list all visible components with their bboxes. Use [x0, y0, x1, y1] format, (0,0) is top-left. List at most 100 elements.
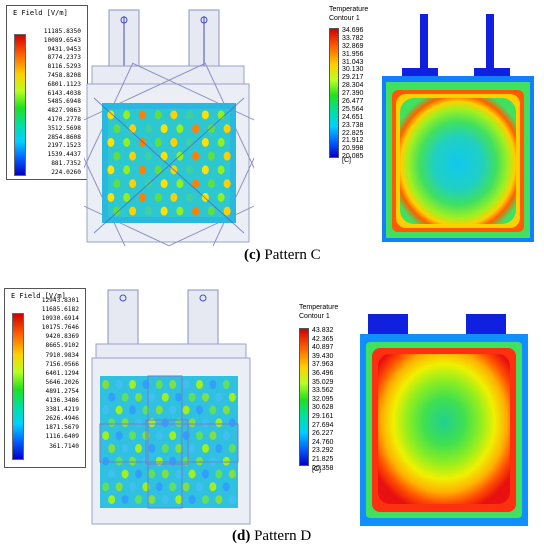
field-hotspot	[222, 482, 230, 492]
field-hotspot	[186, 110, 194, 120]
field-hotspot	[228, 469, 236, 479]
legend-value: 20.358	[312, 464, 334, 472]
legend-value: 7156.0566	[45, 360, 79, 368]
temp-colorbar	[329, 28, 339, 158]
field-hotspot	[170, 110, 178, 120]
field-hotspot	[102, 482, 110, 492]
field-hotspot	[201, 165, 209, 175]
legend-value: 39.430	[312, 352, 334, 360]
temp-legend-subtitle: Contour 1	[299, 313, 330, 320]
caption-c-text: Pattern C	[260, 247, 321, 263]
efield-colorbar	[14, 34, 26, 176]
field-hotspot	[209, 405, 217, 415]
field-hotspot	[222, 431, 230, 441]
temp-plot-c-svg	[382, 14, 534, 242]
legend-value: 4136.3486	[45, 397, 79, 405]
field-hotspot	[188, 418, 196, 428]
legend-value: 24.651	[342, 113, 364, 121]
legend-value: 36.496	[312, 369, 334, 377]
field-hotspot	[223, 124, 231, 134]
field-hotspot	[209, 482, 217, 492]
field-hotspot	[182, 482, 190, 492]
field-hotspot	[196, 456, 203, 466]
field-hotspot	[175, 495, 183, 505]
field-hotspot	[144, 151, 152, 161]
field-hotspot	[138, 110, 146, 120]
field-hotspot	[182, 431, 190, 441]
legend-value: 4891.2754	[45, 387, 79, 395]
legend-value: 11685.6182	[41, 306, 79, 314]
field-hotspot	[192, 206, 200, 216]
field-hotspot	[135, 495, 142, 505]
temp-legend-unit: [C]	[312, 466, 321, 473]
legend-value: 1871.5679	[45, 424, 79, 432]
field-hotspot	[217, 165, 225, 175]
field-hotspot	[196, 405, 203, 415]
field-hotspot	[228, 418, 236, 428]
field-hotspot	[207, 206, 215, 216]
field-hotspot	[148, 495, 156, 505]
temp-plot-d	[358, 312, 530, 528]
field-hotspot	[161, 443, 169, 453]
temp-legend-title: Temperature	[299, 304, 339, 311]
field-hotspot	[215, 495, 223, 505]
field-hotspot	[192, 151, 200, 161]
field-hotspot	[182, 379, 190, 389]
field-hotspot	[115, 379, 123, 389]
legend-value: 11185.8350	[43, 28, 81, 35]
legend-value: 27.694	[312, 421, 334, 429]
field-hotspot	[155, 379, 163, 389]
field-hotspot	[196, 379, 203, 389]
field-hotspot	[170, 192, 178, 202]
field-hotspot	[107, 192, 115, 202]
field-hotspot	[176, 179, 184, 189]
legend-value: 31.043	[342, 58, 364, 66]
field-hotspot	[121, 469, 129, 479]
field-hotspot	[209, 379, 217, 389]
legend-value: 25.564	[342, 105, 364, 113]
field-hotspot	[138, 192, 146, 202]
field-hotspot	[115, 456, 123, 466]
field-hotspot	[148, 469, 156, 479]
efield-plot-c	[68, 8, 270, 264]
legend-value: 9431.9453	[47, 45, 81, 53]
legend-value: 34.696	[342, 27, 364, 34]
field-hotspot	[155, 405, 163, 415]
field-hotspot	[170, 137, 178, 147]
field-hotspot	[222, 379, 230, 389]
legend-value: 20.998	[342, 145, 364, 153]
temp-legend-d: Temperature Contour 1 43.832 42.365 40.897…	[296, 304, 356, 474]
field-hotspot	[129, 179, 137, 189]
field-hotspot	[144, 124, 152, 134]
legend-value: 8116.5293	[47, 63, 81, 71]
field-hotspot	[188, 392, 196, 402]
legend-value: 42.365	[312, 335, 334, 343]
field-hotspot	[175, 443, 183, 453]
efield-colorbar	[12, 313, 24, 460]
field-hotspot	[161, 392, 169, 402]
legend-value: 28.304	[342, 82, 364, 90]
legend-value: 8665.9102	[45, 342, 79, 350]
temp-legend-c: Temperature Contour 1 34.696 33.782 32.869…	[326, 6, 386, 166]
field-hotspot	[196, 431, 203, 441]
field-hotspot	[161, 418, 169, 428]
legend-value: 30.130	[342, 66, 364, 74]
field-hotspot	[217, 137, 225, 147]
field-hotspot	[102, 379, 110, 389]
field-hotspot	[123, 110, 131, 120]
legend-value: 30.628	[312, 404, 334, 412]
field-hotspot	[102, 405, 110, 415]
field-hotspot	[108, 418, 116, 428]
legend-value: 40.897	[312, 344, 334, 352]
field-hotspot	[129, 206, 137, 216]
legend-value: 361.7140	[49, 442, 79, 450]
field-hotspot	[223, 206, 231, 216]
field-hotspot	[113, 179, 121, 189]
legend-value: 1116.6409	[45, 433, 79, 441]
field-hotspot	[154, 137, 162, 147]
field-hotspot	[129, 124, 137, 134]
field-hotspot	[115, 405, 123, 415]
field-hotspot	[175, 392, 183, 402]
field-hotspot	[188, 443, 196, 453]
legend-value: 29.217	[342, 74, 364, 82]
